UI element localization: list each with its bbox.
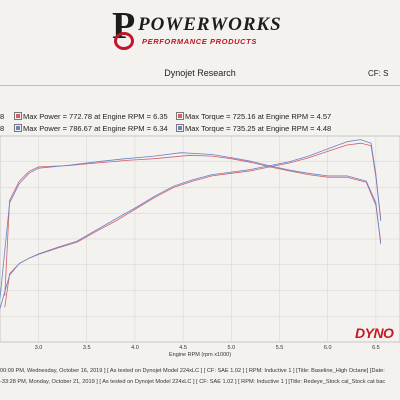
logo-wordmark: POWERWORKS [138, 14, 282, 35]
x-tick-label: 4.0 [131, 345, 139, 351]
legend-torque-text: Max Torque = 735.25 at Engine RPM = 4.48 [185, 124, 332, 133]
plot-frame [0, 135, 400, 343]
page-title: Dynojet Research [164, 68, 236, 78]
series-line-torque-1 [4, 154, 382, 296]
logo-ring-shape [114, 32, 134, 50]
cf-label: CF: S [368, 69, 389, 78]
series-line-torque-3 [0, 152, 382, 299]
x-axis-label: Engine RPM (rpm x1000) [169, 352, 231, 358]
header-divider [0, 85, 400, 86]
x-tick-label: 3.0 [35, 345, 43, 351]
legend-swatch-torque [176, 112, 184, 120]
x-tick-label: 6.0 [324, 345, 332, 351]
footer-run-2: -33:28 PM, Monday, October 21, 2019 ] [ … [0, 379, 386, 385]
legend-row-1: 8 Max Power = 772.78 at Engine RPM = 6.3… [0, 112, 400, 123]
x-tick-label: 3.5 [83, 345, 91, 351]
legend-power-text: Max Power = 786.67 at Engine RPM = 6.34 [23, 124, 168, 133]
x-tick-labels: 3.0 3.5 4.0 4.5 5.0 5.5 6.0 6.5 [35, 345, 380, 351]
dynojet-watermark: DYNO [355, 325, 394, 341]
powerworks-logo: P POWERWORKS PERFORMANCE PRODUCTS [112, 6, 288, 52]
x-tick-label: 4.5 [179, 345, 187, 351]
legend-row-2: 8 Max Power = 786.67 at Engine RPM = 6.3… [0, 124, 400, 135]
chart-series [0, 139, 382, 309]
chart-grid [0, 135, 400, 343]
legend-prefix: 8 [0, 112, 5, 121]
series-line-power-0 [4, 142, 382, 308]
x-tick-label: 5.0 [227, 345, 235, 351]
legend-swatch-torque [176, 124, 184, 132]
x-tick-label: 6.5 [372, 345, 380, 351]
legend-torque-text: Max Torque = 725.16 at Engine RPM = 4.57 [185, 112, 332, 121]
legend-prefix: 8 [0, 124, 5, 133]
legend-swatch-power [14, 112, 22, 120]
x-tick-label: 5.5 [276, 345, 284, 351]
series-line-power-2 [0, 139, 382, 309]
logo-tagline: PERFORMANCE PRODUCTS [142, 37, 257, 46]
legend-power-text: Max Power = 772.78 at Engine RPM = 6.35 [23, 112, 168, 121]
footer-run-1: 00:09 PM, Wednesday, October 16, 2019 ] … [0, 368, 385, 374]
legend-swatch-power [14, 124, 22, 132]
